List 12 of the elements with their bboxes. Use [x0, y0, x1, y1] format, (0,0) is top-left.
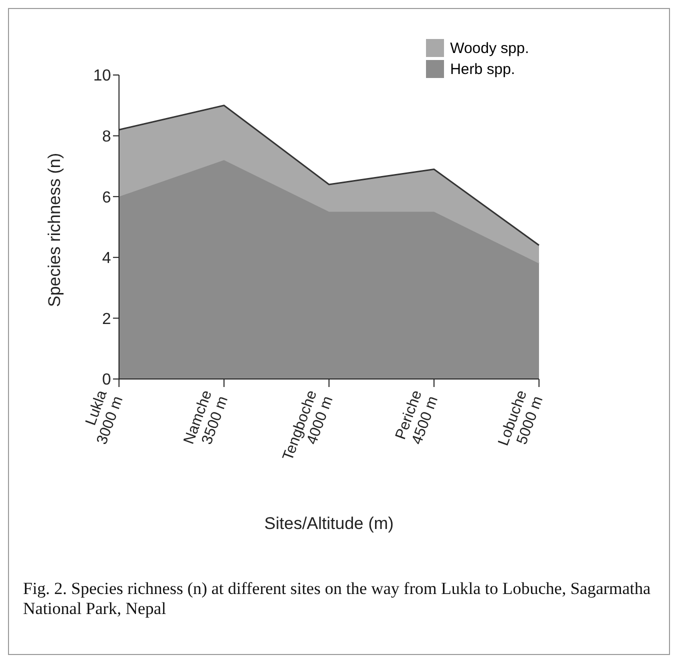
legend-label: Herb spp. [450, 60, 516, 78]
y-tick-label: 6 [102, 189, 112, 206]
y-tick-label: 0 [102, 372, 112, 389]
y-tick-label: 4 [102, 250, 112, 268]
y-tick-label: 10 [93, 68, 112, 85]
legend-label: Woody spp. [450, 40, 529, 56]
caption: Fig. 2. Species richness (n) at different sites on the way from Lukla to Lobuche, Sagarmatha National Park, Nepal [23, 579, 652, 619]
y-tick-label: 2 [102, 310, 112, 328]
y-axis-title: Species richness (n) [45, 152, 64, 307]
x-tick-label: Lukla 3000 m [82, 387, 127, 447]
y-tick-label: 8 [102, 128, 112, 146]
x-axis-title: Sites/Altitude (m) [264, 514, 394, 533]
